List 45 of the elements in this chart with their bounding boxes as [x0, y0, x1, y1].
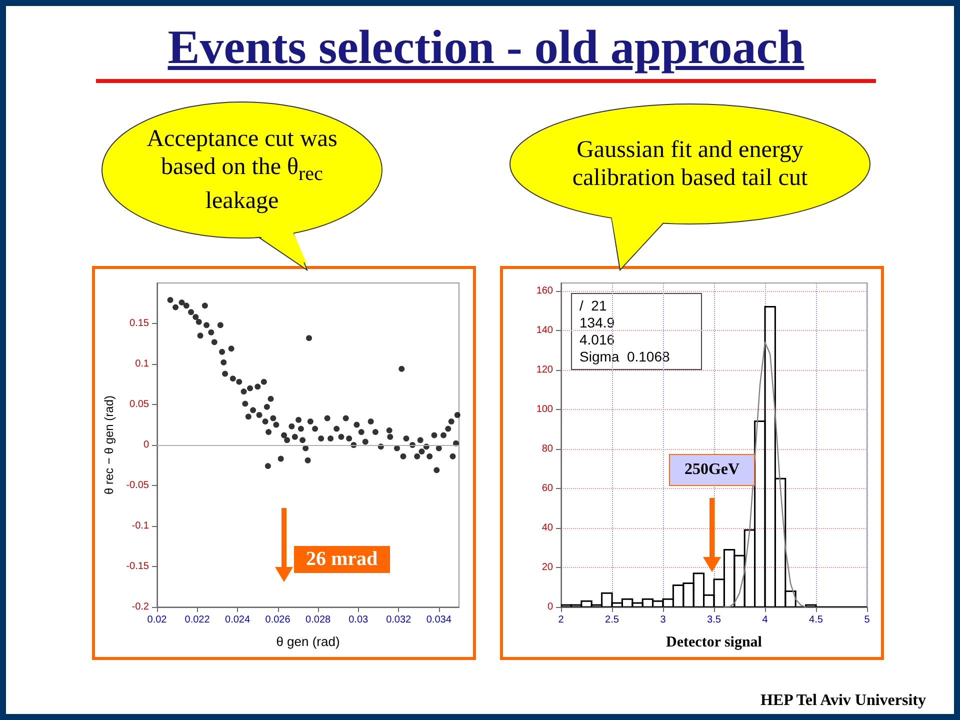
x-tick-label: 3	[660, 614, 666, 626]
y-tick-label: 20	[542, 562, 554, 573]
y-tick-label: -0.2	[132, 602, 150, 612]
annotation: Sigma 0.1068	[580, 348, 670, 364]
y-axis-title: θ rec − θ gen (rad)	[102, 395, 116, 495]
y-tick-label: 40	[542, 522, 554, 534]
annotation: 134.9	[580, 314, 615, 330]
y-tick-label: -0.05	[126, 480, 150, 491]
y-tick-label: 80	[542, 443, 554, 454]
y-tick-label: 140	[536, 324, 554, 336]
annotation: 26 mrad	[294, 546, 390, 573]
text: Gaussian fit and energy calibration based tail cut	[571, 136, 809, 192]
y-tick-label: 0	[143, 440, 150, 450]
y-tick-label: 0.1	[135, 358, 150, 370]
x-tick-label: 2.5	[605, 614, 620, 626]
x-tick-label: 0.026	[265, 614, 291, 626]
x-tick-label: 0.022	[184, 614, 210, 626]
x-tick-label: 0.034	[426, 614, 452, 626]
x-tick-label: 0.032	[386, 614, 412, 626]
x-tick-label: 2	[558, 614, 564, 626]
y-tick-label: -0.15	[126, 561, 150, 572]
y-tick-label: 100	[536, 404, 554, 415]
x-axis-title: Detector signal	[666, 634, 762, 650]
x-tick-label: 0.028	[306, 614, 332, 626]
x-tick-label: 3.5	[707, 614, 722, 626]
annotation: 250GeV	[669, 454, 755, 486]
x-tick-label: 0.024	[225, 614, 250, 626]
x-tick-label: 5	[864, 614, 870, 626]
x-tick-label: 4.5	[809, 614, 824, 626]
text: Acceptance cut was based on the θ$_{rec}$ leakage	[146, 124, 338, 216]
text: Events selection - old approach	[96, 20, 876, 83]
x-tick-label: 0.02	[147, 614, 168, 626]
x-axis-title: θ gen (rad)	[276, 634, 340, 649]
x-tick-label: 0.03	[348, 614, 368, 626]
annotation: 4.016	[580, 332, 615, 348]
y-tick-label: 0.05	[130, 399, 150, 410]
y-tick-label: 120	[536, 364, 554, 376]
text: HEP Tel Aviv University	[760, 692, 926, 710]
y-tick-label: 60	[542, 482, 554, 494]
y-tick-label: 0	[547, 602, 554, 612]
x-tick-label: 4	[762, 614, 768, 626]
y-tick-label: -0.1	[132, 520, 150, 532]
y-tick-label: 0.15	[130, 318, 150, 329]
y-tick-label: 160	[536, 285, 554, 296]
annotation: / 21	[580, 298, 607, 314]
